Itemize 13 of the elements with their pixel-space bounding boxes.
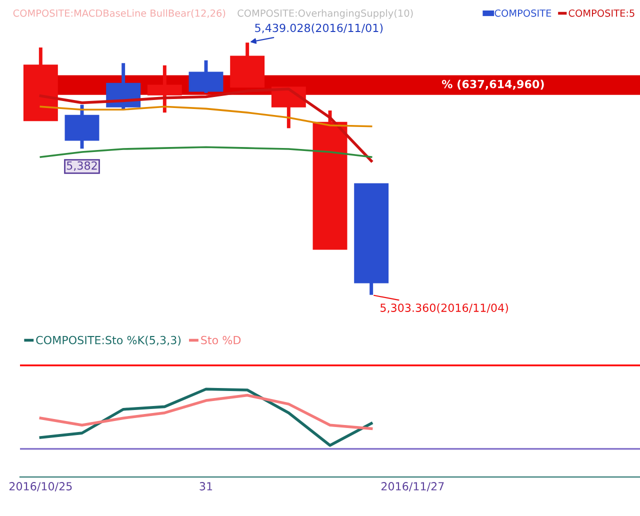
text: COMPOSITE:MACDBaseLine BullBear(12,26): [13, 9, 226, 18]
band-label: % (637,614,960): [442, 80, 544, 90]
legend-label: COMPOSITE: [494, 9, 552, 17]
text: 5,439.028(2016/11/01): [255, 24, 383, 34]
text: 5,303.360(2016/11/04): [380, 303, 508, 314]
x-tick-label: 2016/11/27: [381, 482, 444, 492]
legend-label: COMPOSITE:5: [568, 9, 634, 17]
x-tick-label: 31: [200, 482, 212, 490]
x-tick-label: 2016/10/25: [9, 482, 72, 492]
text: COMPOSITE:OverhangingSupply(10): [238, 9, 413, 19]
annotation: 5,382: [66, 161, 97, 171]
legend-label: Sto %D: [201, 336, 241, 344]
legend-label: COMPOSITE:Sto %K(5,3,3): [36, 336, 181, 346]
